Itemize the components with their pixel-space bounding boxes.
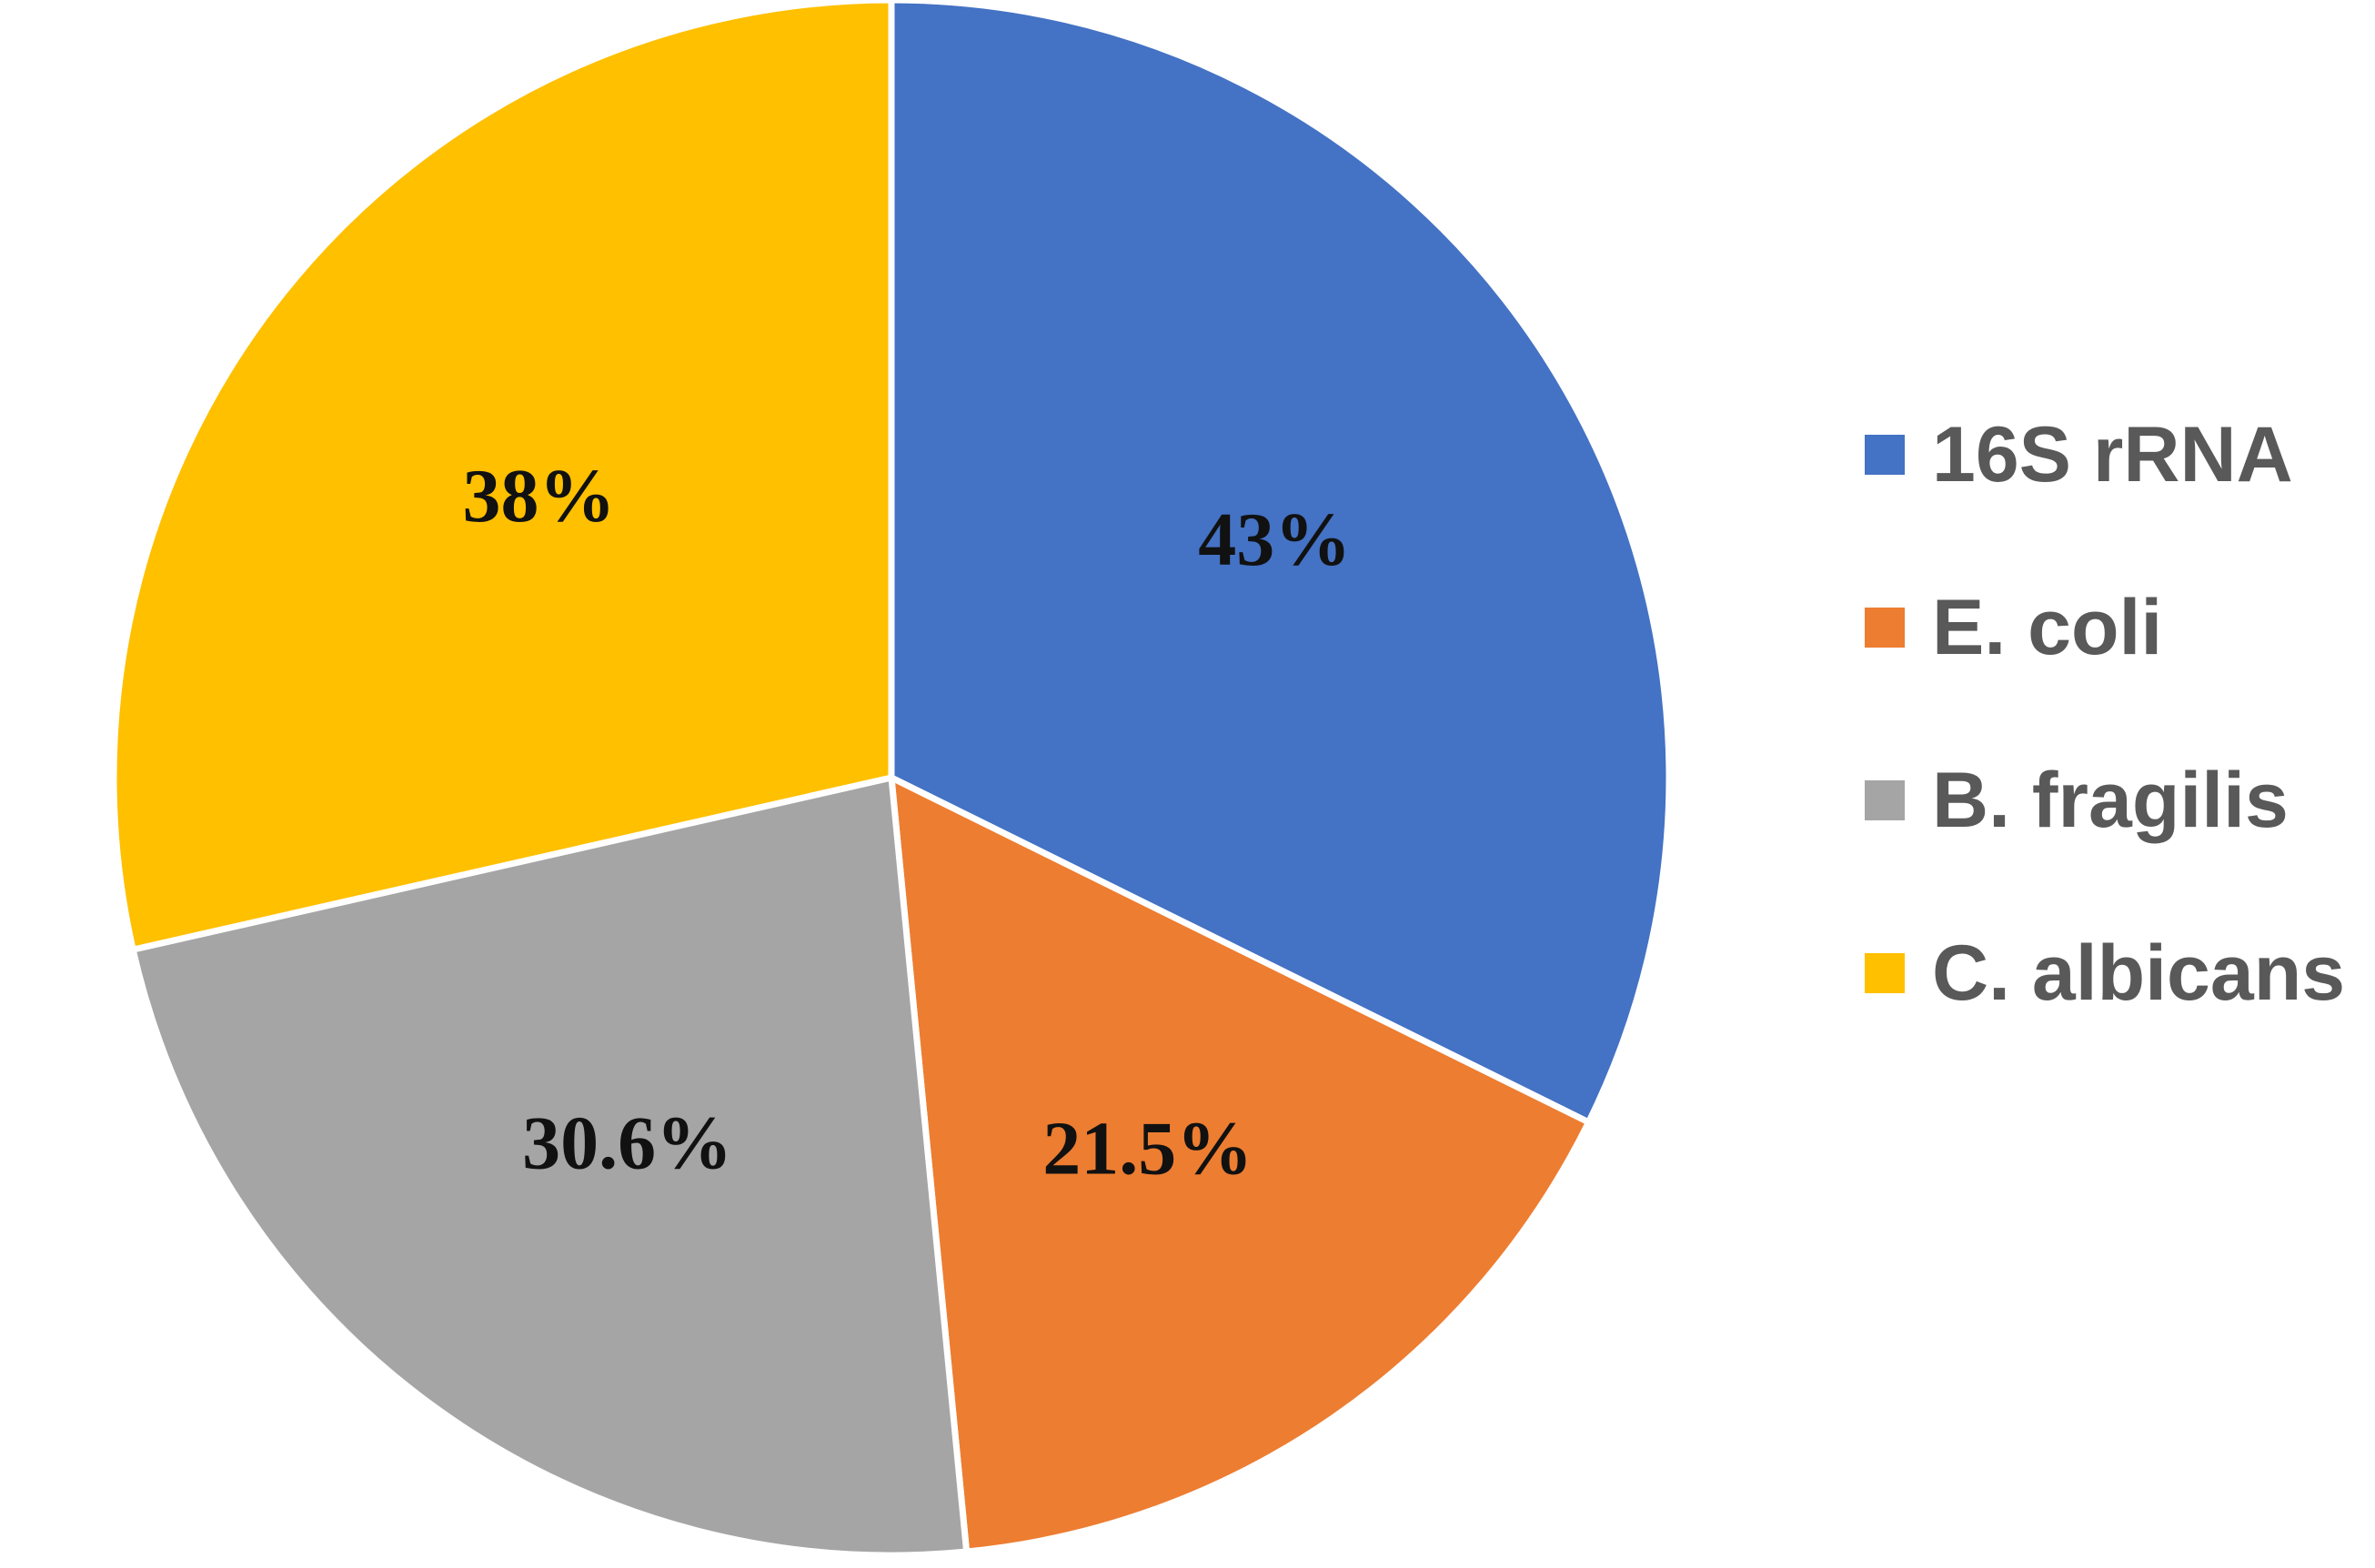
legend-label-e-coli: E. coli [1932,584,2162,671]
legend-swatch-16s-rrna [1865,435,1905,475]
data-label-16s-rrna: 43% [1198,498,1351,582]
data-label-b-fragilis: 30.6% [522,1101,732,1186]
data-label-c-albicans: 38% [462,454,615,538]
pie-slice-c-albicans [110,0,895,953]
legend-label-c-albicans: C. albicans [1932,930,2345,1017]
pie-slice-16s-rrna [888,0,1673,1126]
legend-item-c-albicans: C. albicans [1865,930,2345,1017]
legend-swatch-b-fragilis [1865,780,1905,820]
legend-swatch-c-albicans [1865,953,1905,993]
legend-label-16s-rrna: 16S rRNA [1932,411,2293,498]
data-label-e-coli: 21.5% [1042,1107,1253,1191]
legend-item-b-fragilis: B. fragilis [1865,757,2289,844]
pie-slice-e-coli [888,774,1592,1555]
legend-item-16s-rrna: 16S rRNA [1865,411,2293,498]
legend: 16S rRNA E. coli B. fragilis C. albicans [1865,411,2345,1017]
legend-item-e-coli: E. coli [1865,584,2162,671]
legend-swatch-e-coli [1865,608,1905,648]
pie-data-labels: 43% 21.5% 30.6% 38% [462,454,1351,1191]
pie-slice-b-fragilis [129,774,971,1559]
pie-slices [110,0,1673,1559]
legend-label-b-fragilis: B. fragilis [1932,757,2289,844]
